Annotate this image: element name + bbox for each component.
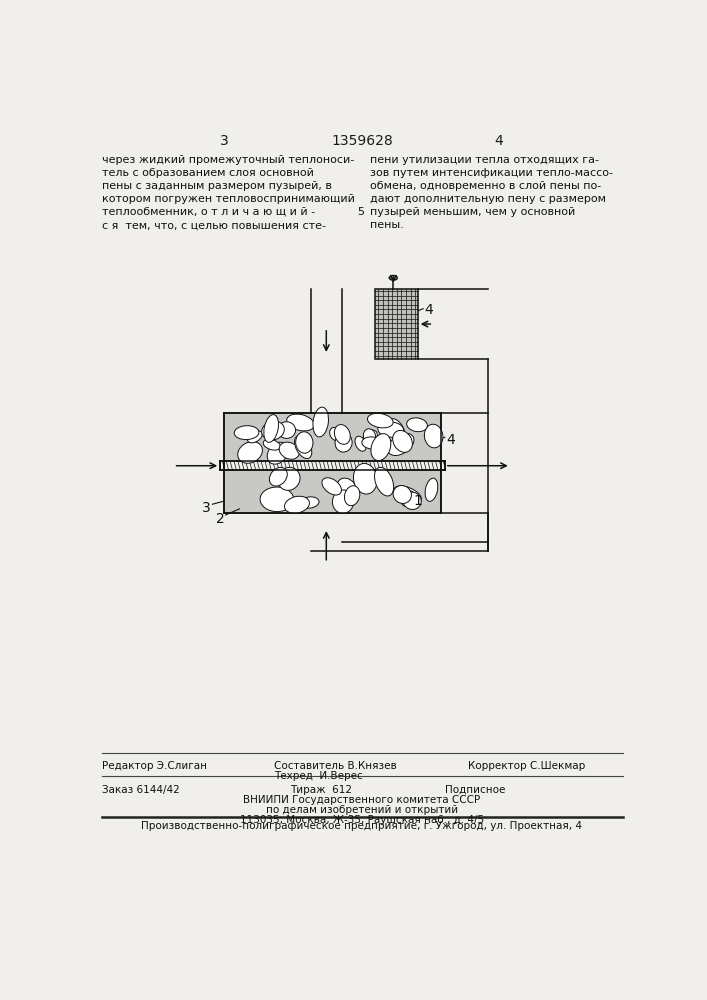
Ellipse shape	[425, 478, 438, 501]
Text: котором погружен тепловоспринимающий: котором погружен тепловоспринимающий	[103, 194, 355, 204]
Ellipse shape	[407, 418, 427, 432]
Ellipse shape	[329, 427, 342, 441]
Text: пены.: пены.	[370, 220, 404, 230]
Bar	[224, 413, 441, 461]
Ellipse shape	[393, 486, 411, 503]
Ellipse shape	[354, 463, 377, 494]
Ellipse shape	[337, 478, 357, 498]
Text: через жидкий промежуточный теплоноси-: через жидкий промежуточный теплоноси-	[103, 155, 355, 165]
Ellipse shape	[284, 496, 310, 513]
Ellipse shape	[295, 436, 312, 459]
Ellipse shape	[300, 497, 319, 508]
Text: пузырей меньшим, чем у основной: пузырей меньшим, чем у основной	[370, 207, 575, 217]
Text: 113035, Москва, Ж-35, Раушская наб., д. 4/5: 113035, Москва, Ж-35, Раушская наб., д. …	[240, 815, 484, 825]
Ellipse shape	[371, 434, 391, 461]
Ellipse shape	[375, 467, 394, 496]
Text: по делам изобретений и открытий: по делам изобретений и открытий	[266, 805, 458, 815]
Text: 3: 3	[202, 501, 211, 515]
Ellipse shape	[263, 439, 281, 450]
Text: с я  тем, что, с целью повышения сте-: с я тем, что, с целью повышения сте-	[103, 220, 327, 230]
Ellipse shape	[392, 430, 412, 452]
Ellipse shape	[234, 426, 259, 440]
Ellipse shape	[355, 436, 366, 451]
Text: 1: 1	[414, 494, 423, 508]
Text: пени утилизации тепла отходящих га-: пени утилизации тепла отходящих га-	[370, 155, 599, 165]
Text: Редактор Э.Слиган: Редактор Э.Слиган	[103, 761, 207, 771]
Ellipse shape	[247, 431, 262, 443]
Text: Тираж  612: Тираж 612	[290, 785, 352, 795]
Ellipse shape	[363, 430, 378, 442]
Text: обмена, одновременно в слой пены по-: обмена, одновременно в слой пены по-	[370, 181, 601, 191]
Ellipse shape	[278, 422, 296, 438]
Text: 4: 4	[424, 303, 433, 317]
Text: 4: 4	[495, 134, 503, 148]
Ellipse shape	[378, 422, 404, 437]
Ellipse shape	[424, 424, 443, 448]
Text: Заказ 6144/42: Заказ 6144/42	[103, 785, 180, 795]
Ellipse shape	[368, 413, 393, 428]
Text: 5: 5	[358, 207, 365, 217]
Text: Производственно-полиграфическое предприятие, г. Ужгород, ул. Проектная, 4: Производственно-полиграфическое предприя…	[141, 821, 583, 831]
Text: Подписное: Подписное	[445, 785, 506, 795]
Text: Корректор С.Шекмар: Корректор С.Шекмар	[468, 761, 585, 771]
Ellipse shape	[362, 437, 382, 449]
Ellipse shape	[287, 414, 315, 431]
Ellipse shape	[344, 486, 360, 506]
Ellipse shape	[279, 442, 299, 459]
Ellipse shape	[363, 429, 375, 443]
Text: Техред  И.Верес: Техред И.Верес	[274, 771, 363, 781]
Ellipse shape	[262, 421, 284, 440]
Ellipse shape	[238, 442, 262, 463]
Ellipse shape	[278, 467, 300, 490]
Bar	[375, 289, 418, 359]
Ellipse shape	[296, 432, 313, 453]
Text: 2: 2	[216, 512, 225, 526]
Text: 1359628: 1359628	[331, 134, 393, 148]
Ellipse shape	[269, 467, 287, 486]
Ellipse shape	[387, 433, 414, 456]
Ellipse shape	[332, 490, 354, 513]
Text: 3: 3	[221, 134, 229, 148]
Ellipse shape	[260, 487, 294, 512]
Ellipse shape	[401, 491, 415, 506]
Bar	[224, 470, 441, 513]
Ellipse shape	[334, 425, 350, 444]
Ellipse shape	[335, 433, 352, 452]
Text: 4: 4	[446, 433, 455, 447]
Ellipse shape	[322, 478, 341, 495]
Ellipse shape	[387, 419, 405, 442]
Text: теплообменник, о т л и ч а ю щ и й -: теплообменник, о т л и ч а ю щ и й -	[103, 207, 315, 217]
Ellipse shape	[267, 442, 288, 464]
Ellipse shape	[313, 407, 329, 437]
Text: пены с заданным размером пузырей, в: пены с заданным размером пузырей, в	[103, 181, 332, 191]
Ellipse shape	[403, 492, 421, 510]
Text: зов путем интенсификации тепло-массо-: зов путем интенсификации тепло-массо-	[370, 168, 613, 178]
Text: дают дополнительную пену с размером: дают дополнительную пену с размером	[370, 194, 606, 204]
Ellipse shape	[394, 486, 421, 503]
Text: Составитель В.Князев: Составитель В.Князев	[274, 761, 397, 771]
Text: ВНИИПИ Государственного комитета СССР: ВНИИПИ Государственного комитета СССР	[243, 795, 481, 805]
Text: тель с образованием слоя основной: тель с образованием слоя основной	[103, 168, 314, 178]
Ellipse shape	[264, 415, 279, 442]
